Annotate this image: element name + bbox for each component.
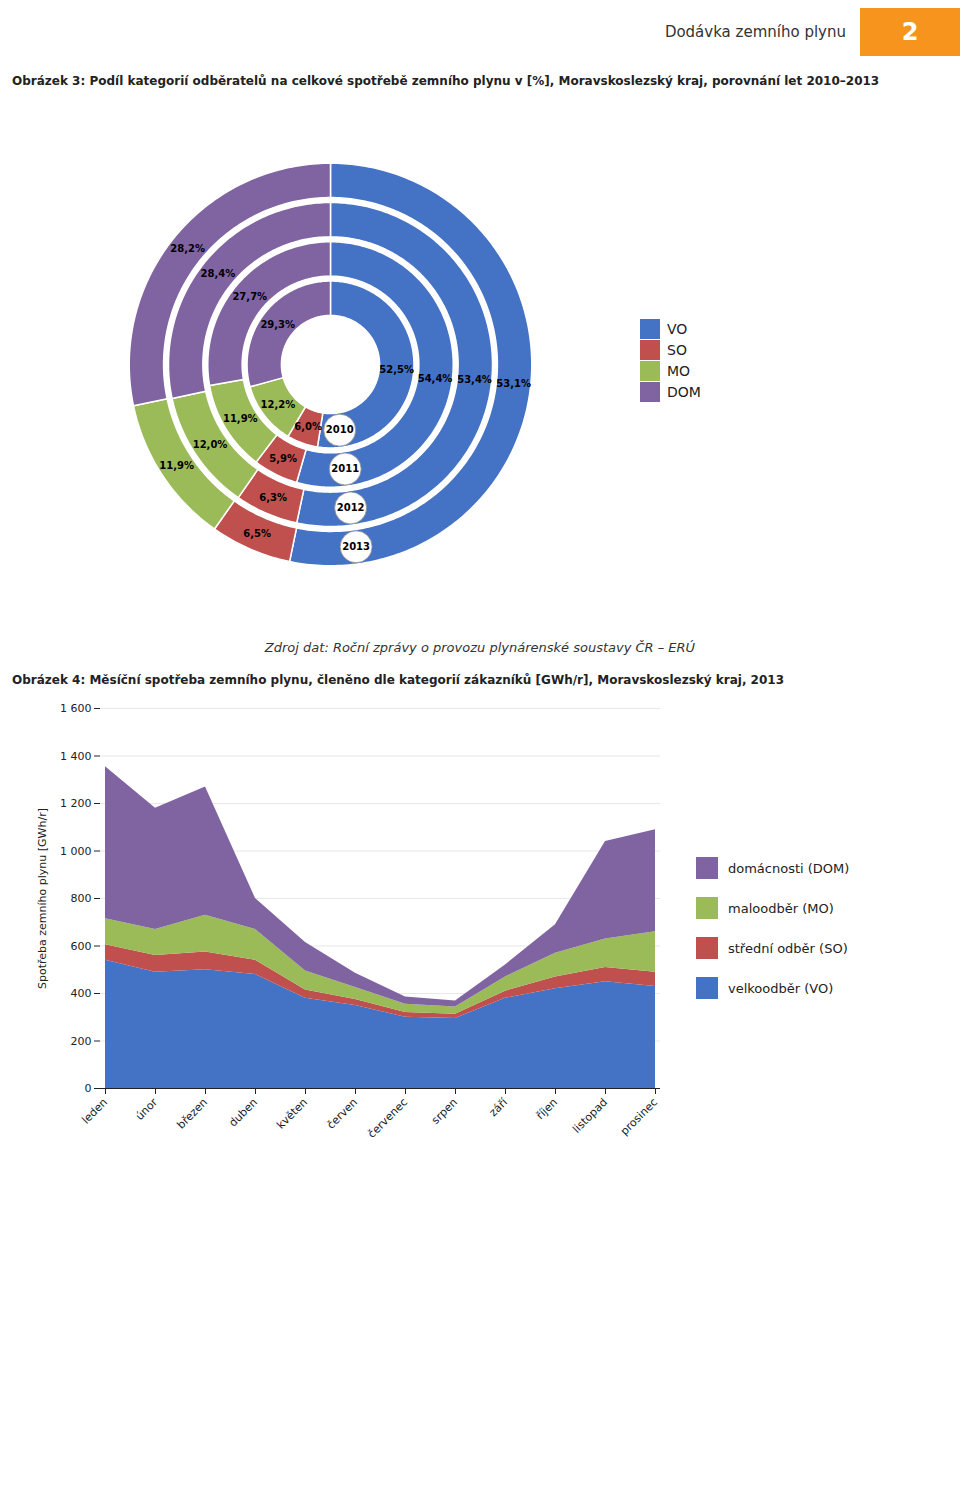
svg-text:5,9%: 5,9%	[269, 453, 297, 464]
svg-text:1 000: 1 000	[60, 845, 92, 858]
svg-text:1 200: 1 200	[60, 797, 92, 810]
html-text:střední odběr (SO): střední odběr (SO)	[728, 940, 848, 956]
html-text:VO: VO	[667, 320, 688, 337]
svg-text:březen: březen	[174, 1096, 210, 1132]
svg-text:12,0%: 12,0%	[193, 439, 228, 450]
svg-text:srpen: srpen	[429, 1096, 460, 1127]
svg-text:27,7%: 27,7%	[232, 291, 267, 302]
html-text:Zdroj dat: Roční zprávy o prov: Zdroj dat: Roční zprávy o provozu plynár…	[264, 640, 696, 655]
html-text:SO: SO	[667, 341, 687, 358]
svg-text:duben: duben	[226, 1096, 260, 1130]
html-text:2: 2	[901, 18, 919, 46]
html-text:DOM: DOM	[667, 383, 701, 400]
svg-text:54,4%: 54,4%	[418, 373, 453, 384]
svg-text:28,4%: 28,4%	[200, 268, 235, 279]
svg-text:Spotřeba zemního plynu [GWh/r]: Spotřeba zemního plynu [GWh/r]	[36, 808, 49, 989]
svg-text:53,4%: 53,4%	[457, 374, 492, 385]
html-text:Dodávka zemního plynu: Dodávka zemního plynu	[664, 23, 846, 41]
svg-text:2011: 2011	[331, 463, 359, 474]
svg-text:6,3%: 6,3%	[259, 492, 287, 503]
svg-text:800: 800	[71, 892, 92, 905]
html-text:velkoodběr (VO): velkoodběr (VO)	[728, 980, 834, 996]
svg-text:0: 0	[85, 1082, 92, 1095]
svg-text:29,3%: 29,3%	[260, 319, 295, 330]
svg-text:únor: únor	[133, 1095, 160, 1122]
svg-text:2013: 2013	[342, 541, 370, 552]
svg-text:červen: červen	[324, 1096, 360, 1132]
svg-text:52,5%: 52,5%	[379, 364, 414, 375]
svg-text:2010: 2010	[326, 424, 354, 435]
svg-text:6,0%: 6,0%	[294, 421, 322, 432]
svg-text:12,2%: 12,2%	[261, 399, 296, 410]
html-text:MO: MO	[667, 362, 691, 379]
svg-text:2012: 2012	[337, 502, 365, 513]
svg-text:leden: leden	[79, 1096, 110, 1127]
svg-text:28,2%: 28,2%	[170, 243, 205, 254]
html-text:Obrázek 4: Měsíční spotřeba ze: Obrázek 4: Měsíční spotřeba zemního plyn…	[12, 673, 784, 687]
svg-text:1 400: 1 400	[60, 750, 92, 763]
svg-text:červenec: červenec	[365, 1096, 410, 1141]
html-text:maloodběr (MO): maloodběr (MO)	[728, 900, 834, 916]
svg-text:květen: květen	[274, 1096, 310, 1132]
svg-text:září: září	[487, 1095, 511, 1119]
svg-text:200: 200	[71, 1035, 92, 1048]
svg-text:listopad: listopad	[570, 1096, 610, 1136]
html-text:Obrázek 3: Podíl kategorií odb: Obrázek 3: Podíl kategorií odběratelů na…	[12, 74, 880, 88]
svg-text:600: 600	[71, 940, 92, 953]
svg-text:6,5%: 6,5%	[243, 528, 271, 539]
svg-text:prosinec: prosinec	[618, 1096, 660, 1138]
svg-text:říjen: říjen	[534, 1096, 560, 1122]
svg-text:53,1%: 53,1%	[496, 378, 531, 389]
html-text:domácnosti (DOM): domácnosti (DOM)	[728, 860, 850, 876]
svg-text:1 600: 1 600	[60, 702, 92, 715]
svg-text:400: 400	[71, 987, 92, 1000]
svg-text:11,9%: 11,9%	[223, 413, 258, 424]
svg-text:11,9%: 11,9%	[159, 460, 194, 471]
